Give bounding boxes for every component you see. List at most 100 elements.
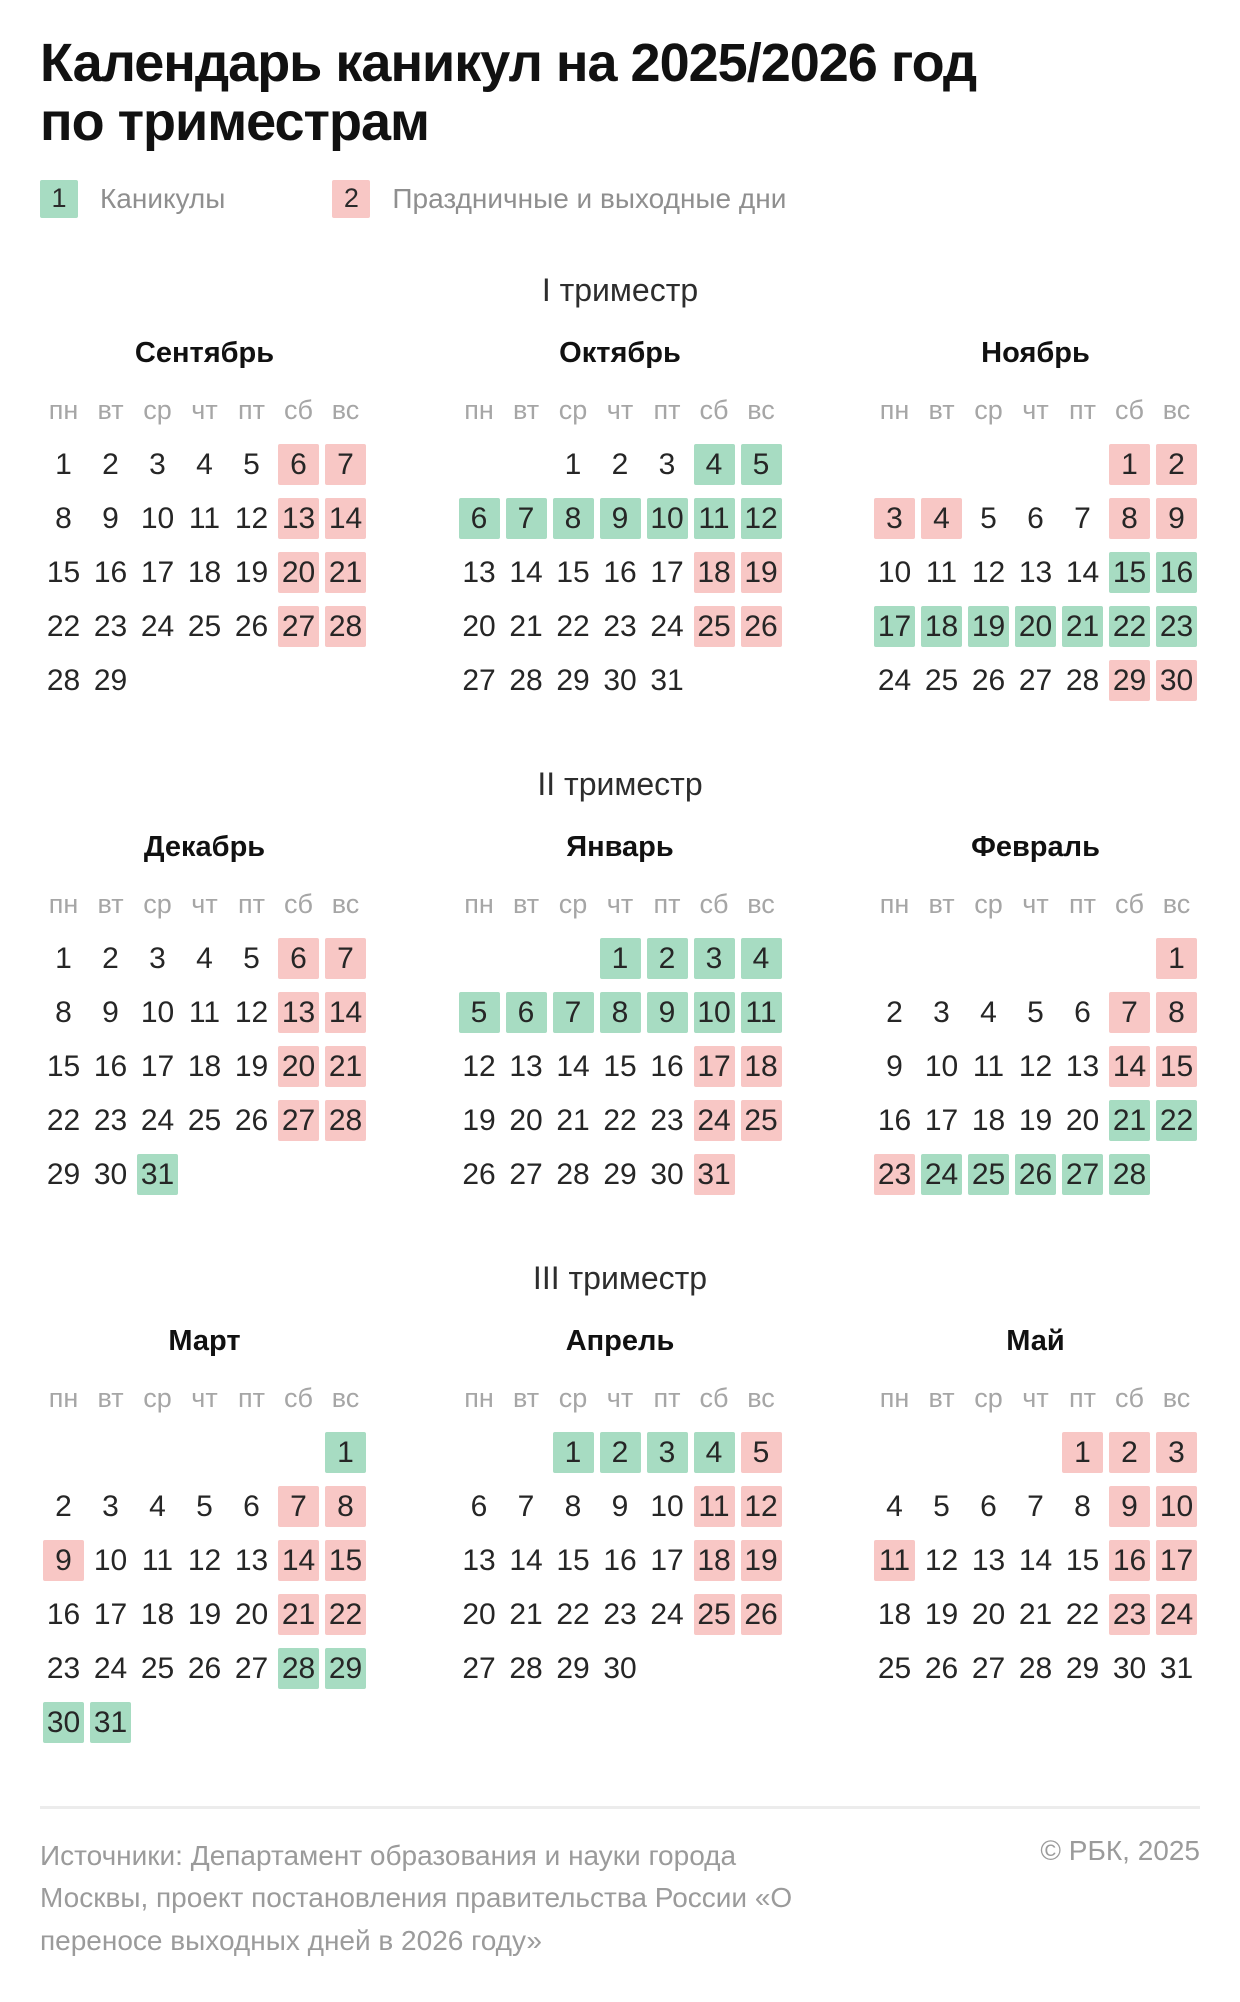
weekday-label: чт [606, 889, 634, 920]
weekday-label: ср [974, 1383, 1003, 1414]
empty-cell [278, 1432, 319, 1473]
day-cell: 7 [1109, 992, 1150, 1034]
day-cell: 31 [1159, 1651, 1194, 1685]
day-cell: 5 [740, 444, 782, 486]
day-cell: 3 [646, 1432, 688, 1474]
weekday-label: вс [747, 889, 775, 920]
day-cell: 11 [188, 995, 221, 1029]
day-cell: 6 [505, 992, 547, 1034]
day-cell: 11 [693, 498, 735, 540]
day-cell: 12 [234, 501, 269, 535]
day-cell: 20 [462, 609, 496, 643]
day-cell: 18 [187, 555, 222, 589]
day-cell: 6 [1027, 501, 1044, 535]
day-cell: 31 [693, 1154, 735, 1196]
month-title: Февраль [971, 830, 1100, 863]
weekday-label: вт [512, 889, 540, 920]
empty-cell [506, 444, 547, 485]
day-cell: 5 [243, 941, 260, 975]
day-cell: 12 [187, 1543, 222, 1577]
day-cell: 11 [740, 992, 782, 1034]
day-cell: 21 [1018, 1597, 1053, 1631]
weekday-label: вс [747, 1383, 775, 1414]
month-title: Сентябрь [134, 336, 275, 369]
empty-cell [1109, 938, 1150, 979]
day-cell: 6 [278, 938, 319, 980]
day-cell: 17 [874, 606, 915, 648]
empty-cell [968, 444, 1009, 485]
day-cell: 16 [877, 1103, 912, 1137]
day-cell: 31 [137, 1154, 178, 1196]
day-cell: 7 [505, 498, 547, 540]
day-cell: 30 [603, 1651, 637, 1685]
day-cell: 13 [234, 1543, 269, 1577]
day-cell: 13 [462, 555, 496, 589]
weekday-label: пн [464, 395, 494, 426]
day-cell: 15 [46, 1049, 81, 1083]
day-cell: 11 [188, 501, 221, 535]
day-cell: 22 [46, 609, 81, 643]
day-cell: 17 [93, 1597, 128, 1631]
day-cell: 8 [55, 995, 72, 1029]
day-cell: 9 [1156, 498, 1197, 540]
day-cell: 5 [980, 501, 997, 535]
day-cell: 26 [234, 1103, 269, 1137]
legend-item-weekends: 2 Праздничные и выходные дни [332, 179, 786, 218]
day-cell: 27 [462, 1651, 496, 1685]
day-cell: 2 [646, 938, 688, 980]
day-cell: 11 [925, 555, 958, 589]
day-cell: 6 [980, 1489, 997, 1523]
day-cell: 24 [1156, 1594, 1197, 1636]
day-cell: 29 [603, 1157, 637, 1191]
day-cell: 28 [509, 1651, 543, 1685]
day-cell: 10 [140, 995, 175, 1029]
day-cell: 21 [1109, 1100, 1150, 1142]
day-cell: 11 [693, 1486, 735, 1528]
day-cell: 14 [325, 498, 366, 540]
day-cell: 22 [556, 1597, 590, 1631]
day-cell: 28 [46, 663, 81, 697]
month: Март пн вт ср чт пт сб вс 1 2 3 4 5 6 7 8 9 10 11 12 13 14 15 1… [40, 1325, 369, 1750]
month: Апрель пн вт ср чт пт сб вс 1 2 3 4 5 6 7 8 9 10 11 12 13 14 1… [456, 1325, 785, 1696]
day-cell: 17 [140, 1049, 175, 1083]
day-cell: 28 [556, 1157, 590, 1191]
day-cell: 28 [1065, 663, 1100, 697]
day-cell: 9 [102, 995, 119, 1029]
day-cell: 25 [187, 609, 222, 643]
day-cell: 25 [877, 1651, 912, 1685]
day-cell: 27 [234, 1651, 269, 1685]
day-cell: 13 [1018, 555, 1053, 589]
day-cell: 2 [886, 995, 903, 1029]
day-cell: 8 [599, 992, 641, 1034]
day-cell: 31 [90, 1702, 131, 1744]
weekday-label: пт [1069, 889, 1096, 920]
day-cell: 24 [93, 1651, 128, 1685]
day-cell: 8 [552, 498, 594, 540]
legend-item-holidays: 1 Каникулы [40, 179, 225, 218]
day-cell: 19 [187, 1597, 222, 1631]
day-cell: 4 [886, 1489, 903, 1523]
day-cell: 17 [650, 1543, 684, 1577]
day-cell: 29 [46, 1157, 81, 1191]
day-cell: 9 [646, 992, 688, 1034]
day-cell: 23 [93, 1103, 128, 1137]
day-cell: 8 [1074, 1489, 1091, 1523]
day-cell: 14 [1109, 1046, 1150, 1088]
day-cell: 29 [1109, 660, 1150, 702]
day-cell: 3 [693, 938, 735, 980]
trimester-section: II триместр Декабрь пн вт ср чт пт сб вс 1 2 3 4 5 6 7 8… [40, 766, 1200, 1202]
weekday-label: пн [879, 889, 910, 920]
day-cell: 21 [325, 552, 366, 594]
weekday-label: вс [331, 889, 360, 920]
empty-cell [968, 938, 1009, 979]
day-cell: 9 [43, 1540, 84, 1582]
day-cell: 18 [140, 1597, 175, 1631]
empty-cell [459, 1432, 500, 1473]
month-grid: пн вт ср чт пт сб вс 1 2 3 4 5 6 7 8 9 10 11 12 13 14 15 16 17 1… [40, 384, 369, 708]
weekday-label: пн [879, 1383, 910, 1414]
weekday-label: вс [1162, 889, 1191, 920]
day-cell: 7 [1027, 1489, 1044, 1523]
weekday-label: пт [653, 395, 681, 426]
weekday-label: вт [928, 889, 955, 920]
weekday-label: вт [512, 395, 540, 426]
